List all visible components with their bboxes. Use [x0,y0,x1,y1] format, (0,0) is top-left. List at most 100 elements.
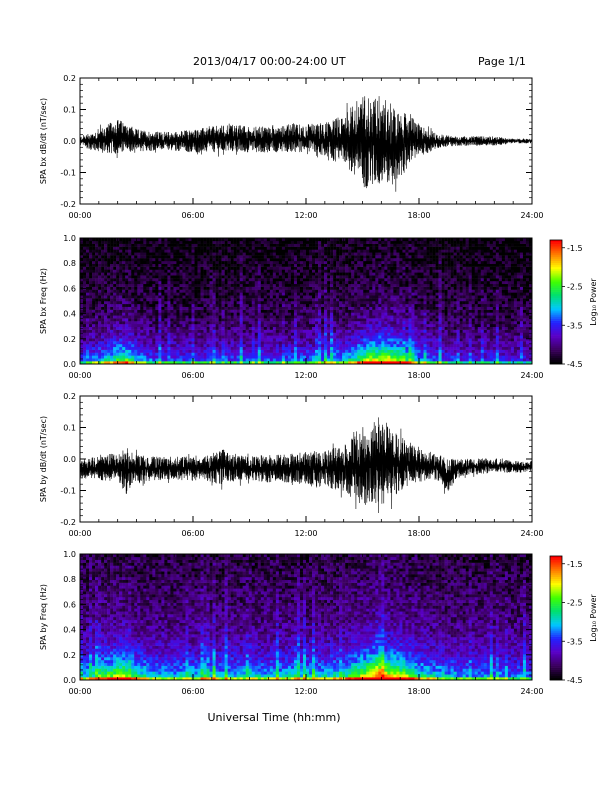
bx-spectrogram-cell [119,318,123,322]
bx-spectrogram-cell [302,303,307,307]
bx-spectrogram-cell [354,280,358,285]
bx-spectrogram-cell [239,326,243,330]
bx-spectrogram-cell [104,278,108,282]
bx-spectrogram-cell [348,352,352,356]
bx-spectrogram-cell [372,332,376,336]
bx-spectrogram-cell [122,266,126,270]
bx-spectrogram-cell [206,315,210,319]
bx-spectrogram-cell [363,275,367,279]
bx-spectrogram-cell [312,321,316,325]
bx-spectrogram-cell [164,260,168,265]
bx-spectrogram-cell [110,260,114,265]
bx-spectrogram-cell [254,341,259,345]
bx-spectrogram-cell [393,263,397,267]
bx-spectrogram-cell [299,263,304,267]
bx-spectrogram-cell [384,246,388,250]
bx-spectrogram-cell [399,312,403,316]
bx-spectrogram-cell [173,269,177,273]
bx-spectrogram-cell [92,355,96,359]
bx-spectrogram-cell [242,346,246,350]
bx-spectrogram-cell [339,323,343,328]
bx-spectrogram-cell [203,312,207,316]
bx-spectrogram-cell [209,269,213,273]
bx-spectrogram-cell [290,255,295,259]
bx-spectrogram-cell [336,303,340,307]
bx-spectrogram-cell [312,292,316,296]
bx-spectrogram-cell [245,280,249,285]
bx-spectrogram-cell [369,238,373,242]
bx-spectrogram-cell [104,283,108,287]
bx-spectrogram-cell [363,266,367,270]
bx-spectrogram-cell [302,249,307,253]
bx-spectrogram-cell [309,252,313,256]
bx-spectrogram-cell [360,246,364,250]
bx-spectrogram-cell [260,238,265,242]
bx-spectrogram-cell [152,280,156,285]
bx-spectrogram-cell [351,335,355,339]
bx-spectrogram-cell [98,338,102,342]
bx-spectrogram-cell [149,326,153,330]
bx-spectrogram-cell [354,252,358,256]
bx-spectrogram-cell [209,326,213,330]
page-title: 2013/04/17 00:00-24:00 UT [193,55,346,68]
bx-spectrogram-cell [131,283,135,287]
bx-spectrogram-cell [191,332,195,336]
bx-spectrogram-cell [230,329,234,333]
bx-spectrogram-cell [366,332,370,336]
bx-spectrogram-cell [194,255,198,259]
bx-spectrogram-cell [339,298,343,302]
bx-spectrogram-cell [257,358,262,362]
bx-spectrogram-cell [110,301,114,305]
bx-spectrogram-cell [206,318,210,322]
bx-spectrogram-cell [278,240,283,244]
bx-spectrogram-cell [215,298,219,302]
bx-spectrogram-cell [257,275,262,279]
bx-spectrogram-cell [224,252,228,256]
bx-spectrogram-cell [170,298,174,302]
bx-spectrogram-cell [161,275,165,279]
bx-spectrogram-cell [158,306,162,310]
bx-spectrogram-cell [176,258,180,262]
bx-spectrogram-cell [393,335,397,339]
bx-spectrogram-cell [182,280,186,285]
bx-spectrogram-cell [140,352,144,356]
bx-spectrogram-cell [143,318,147,322]
bx-spectrogram-cell [393,298,397,302]
bx-spectrogram-cell [366,335,370,339]
bx-spectrogram-cell [378,238,382,242]
bx-spectrogram-cell [366,329,370,333]
bx-spectrogram-cell [173,238,177,242]
bx-spectrogram-cell [296,246,301,250]
bx-spectrogram-cell [203,275,207,279]
bx-spectrogram-cell [143,263,147,267]
bx-spectrogram-cell [98,358,102,362]
bx-spectrogram-cell [101,335,105,339]
bx-spectrogram-cell [293,289,298,293]
bx-spectrogram-cell [312,358,316,362]
bx-spectrogram-cell [321,269,325,273]
bx-spectrogram-cell [411,346,415,350]
bx-spectrogram-cell [86,341,90,345]
bx-spectrogram-cell [182,255,186,259]
bx-spectrogram-cell [381,292,385,296]
bx-spectrogram-cell [101,243,105,247]
bx-spectrogram-cell [107,269,111,273]
bx-spectrogram-cell [197,258,201,262]
bx-spectrogram-cell [149,321,153,325]
bx-spectrogram-cell [363,349,367,353]
bx-spectrogram-cell [299,343,304,348]
bx-spectrogram-cell [158,312,162,316]
bx-spectrogram-cell [140,278,144,282]
bx-spectrogram-cell [306,326,310,330]
bx-spectrogram-cell [242,258,246,262]
bx-spectrogram-cell [233,263,237,267]
bx-spectrogram-cell [113,301,117,305]
bx-spectrogram-cell [221,352,225,356]
bx-spectrogram-cell [299,303,304,307]
bx-spectrogram-cell [245,252,249,256]
bx-spectrogram-cell [369,258,373,262]
bx-spectrogram-cell [393,312,397,316]
bx-spectrogram-cell [83,332,87,336]
bx-spectrogram-cell [104,352,108,356]
bx-spectrogram-cell [269,272,274,276]
